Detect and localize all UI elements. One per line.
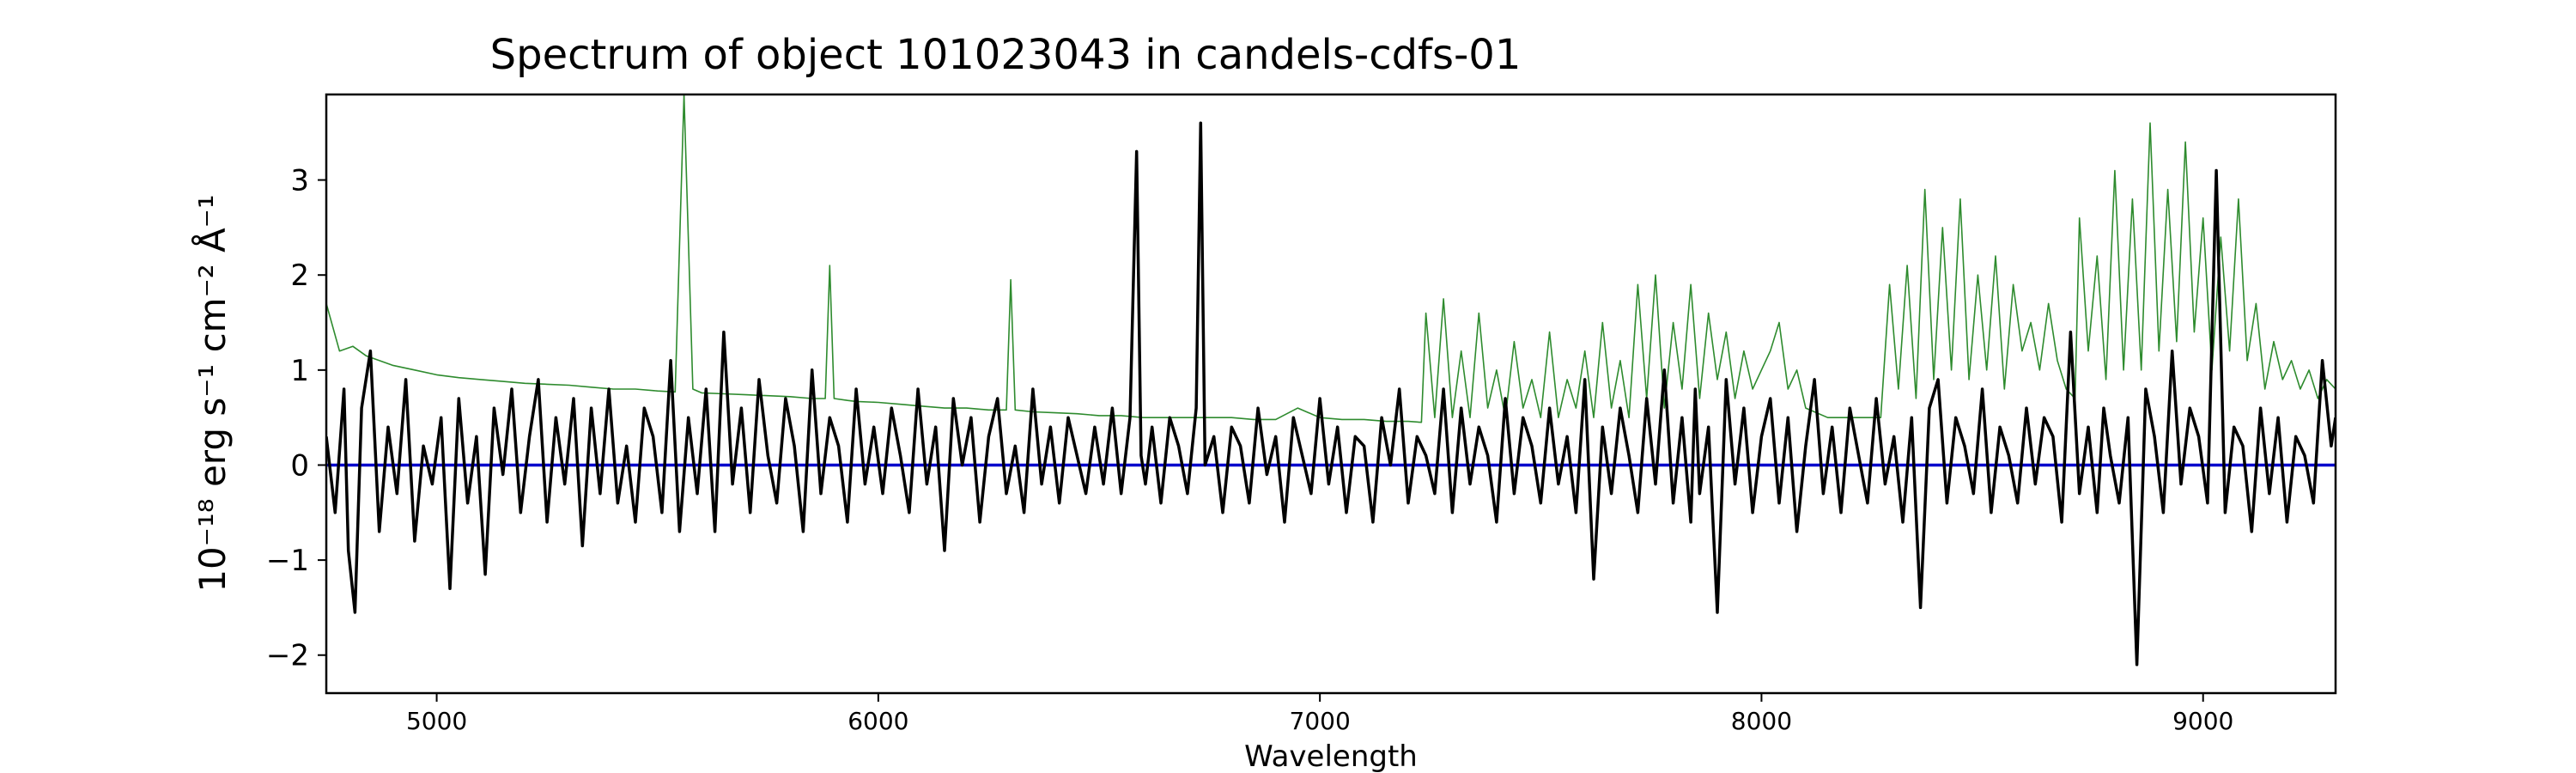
x-axis: 5000 6000 7000 8000 9000 — [406, 693, 2233, 735]
plot-content — [326, 94, 2336, 666]
flux-spectrum-line — [326, 121, 2336, 666]
plot-area — [326, 94, 2336, 693]
y-axis-label: 10⁻¹⁸ erg s⁻¹ cm⁻² Å⁻¹ — [191, 194, 234, 592]
series-group — [326, 94, 2336, 666]
y-tick-label: 0 — [290, 448, 309, 483]
x-tick-label: 7000 — [1290, 707, 1351, 735]
x-tick-label: 9000 — [2172, 707, 2233, 735]
x-axis-label: Wavelength — [1244, 740, 1418, 773]
y-tick-label: −1 — [266, 544, 309, 578]
error-spectrum-line — [326, 94, 2336, 423]
x-tick-label: 8000 — [1731, 707, 1792, 735]
y-axis: −2 −1 0 1 2 3 — [266, 164, 326, 673]
y-tick-label: −2 — [266, 639, 309, 673]
x-tick-label: 6000 — [848, 707, 908, 735]
x-tick-label: 5000 — [406, 707, 467, 735]
chart-title: Spectrum of object 101023043 in candels-… — [490, 31, 1522, 79]
y-tick-label: 1 — [290, 354, 309, 388]
y-tick-label: 3 — [290, 164, 309, 198]
plot-frame — [325, 93, 2337, 695]
y-tick-label: 2 — [290, 259, 309, 293]
